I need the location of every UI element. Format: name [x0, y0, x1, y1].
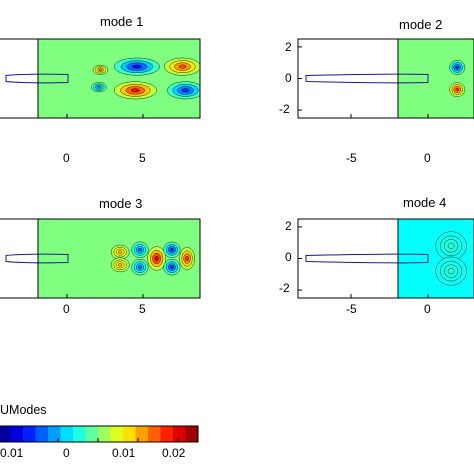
mode3-contour-5-level-0 [170, 248, 174, 252]
colorbar-segment-11 [135, 426, 149, 442]
mode4-contour-0-level-0 [447, 242, 455, 249]
mode3-contour-1-level-0 [118, 263, 123, 267]
mode2-xtick-1: 0 [424, 151, 431, 165]
mode2-nozzle-outline [305, 73, 429, 84]
mode1-field [38, 39, 200, 118]
mode1-xtick-1: 5 [139, 151, 146, 165]
mode2-ytick-2: -2 [279, 102, 290, 116]
mode3-xtick-0: 0 [63, 302, 70, 316]
mode2-contour-1-level-0 [455, 87, 460, 92]
mode4-panel [297, 218, 474, 299]
mode3-contour-0-level-0 [118, 250, 123, 254]
mode3-contour-7-level-0 [185, 256, 189, 261]
mode4-ytick-0: 2 [285, 219, 292, 233]
colorbar-segment-14 [173, 426, 186, 442]
mode4-field [398, 219, 474, 298]
mode3-contour-3-level-0 [138, 265, 142, 269]
colorbar-segment-12 [148, 426, 161, 442]
mode1-contour-3-level-0 [130, 88, 140, 93]
mode1-contour-4-level-0 [181, 88, 190, 93]
colorbar-tick-3: 0.02 [162, 446, 186, 460]
mode1-axes-frame [0, 38, 201, 119]
mode2-ytick-1: 0 [285, 71, 292, 85]
mode1-panel [0, 38, 201, 119]
colorbar-title: UModes [0, 403, 47, 417]
colorbar-tick-0: 0.01 [0, 446, 24, 460]
colorbar-segment-10 [123, 426, 136, 442]
colorbar-segment-1 [10, 426, 24, 442]
mode4-xtick-0: -5 [346, 302, 357, 316]
colorbar-segment-2 [23, 426, 36, 442]
mode1-title: mode 1 [100, 14, 144, 29]
mode4-ytick-2: -2 [279, 281, 290, 295]
mode1-contour-1-level-0 [178, 64, 187, 69]
colorbar-segment-7 [85, 426, 99, 442]
mode3-nozzle-outline [5, 253, 69, 264]
colorbar-segment-8 [98, 426, 111, 442]
mode3-axes-frame [0, 218, 201, 299]
colorbar-tick-1: 0 [63, 446, 70, 460]
mode2-xtick-0: -5 [346, 151, 357, 165]
mode3-panel [0, 218, 201, 299]
mode1-contour-5-level-0 [97, 86, 101, 89]
colorbar-segment-13 [160, 426, 174, 442]
mode1-contour-2-level-0 [98, 68, 103, 71]
mode2-title: mode 2 [399, 17, 443, 32]
colorbar-segment-4 [48, 426, 61, 442]
mode3-contour-6-level-0 [170, 265, 174, 269]
colorbar-segment-0 [0, 426, 11, 442]
mode2-ytick-0: 2 [285, 40, 292, 54]
mode4-contour-1-level-0 [447, 268, 455, 275]
mode3-xtick-1: 5 [139, 302, 146, 316]
mode1-contour-0-level-0 [132, 64, 142, 69]
mode1-xtick-0: 0 [63, 151, 70, 165]
colorbar-segment-3 [35, 426, 49, 442]
mode4-ytick-1: 0 [285, 250, 292, 264]
mode4-title: mode 4 [403, 195, 447, 210]
colorbar [0, 425, 199, 443]
mode1-nozzle-outline [5, 73, 69, 84]
mode2-panel [297, 38, 474, 119]
colorbar-segment-9 [110, 426, 124, 442]
colorbar-segment-15 [185, 426, 199, 442]
colorbar-tick-2: 0.01 [112, 446, 136, 460]
mode2-contour-0-level-0 [455, 65, 460, 70]
mode4-xtick-1: 0 [424, 302, 431, 316]
mode2-field [398, 39, 474, 118]
mode3-contour-4-level-0 [154, 255, 159, 262]
mode4-nozzle-outline [305, 253, 429, 264]
colorbar-segment-5 [60, 426, 74, 442]
mode3-title: mode 3 [99, 196, 143, 211]
mode3-contour-2-level-0 [138, 248, 142, 252]
colorbar-segment-6 [73, 426, 86, 442]
